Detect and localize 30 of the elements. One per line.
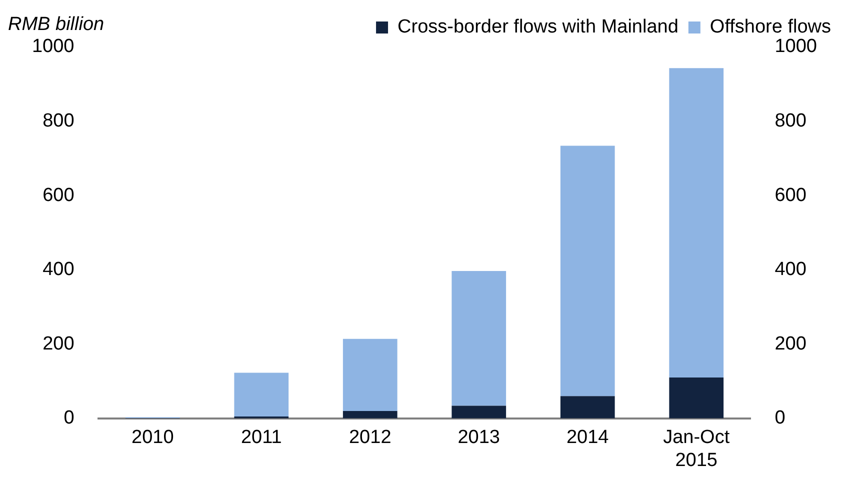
- bar: [560, 146, 615, 396]
- bar: [234, 372, 289, 417]
- x-tick-label: 2010: [132, 427, 174, 448]
- y-tick-label: 1000: [32, 36, 74, 58]
- x-tick-label: 2011: [240, 427, 282, 448]
- bar: [560, 396, 615, 418]
- x-tick-label: 2013: [458, 427, 500, 448]
- y2-tick-label: 800: [774, 110, 806, 132]
- y-axis-title: RMB billion: [8, 14, 104, 36]
- y2-tick-label: 200: [774, 333, 806, 354]
- legend-label: Offshore flows: [710, 16, 832, 38]
- y2-tick-label: 600: [774, 184, 806, 206]
- y-tick-label: 0: [64, 408, 74, 429]
- bar: [342, 338, 398, 411]
- y2-tick-label: 0: [774, 408, 786, 429]
- bar: [342, 410, 398, 418]
- y-tick-label: 800: [42, 110, 74, 132]
- y-tick-label: 200: [42, 333, 74, 354]
- x-tick-label: 2012: [348, 427, 392, 448]
- legend-label: Cross-border flows with Mainland: [398, 16, 678, 38]
- y2-tick-label: 1000: [774, 36, 818, 58]
- x-tick-label: 2014: [566, 427, 610, 448]
- bar: [669, 68, 724, 378]
- bar: [669, 378, 724, 418]
- bar: [452, 406, 506, 418]
- y-tick-label: 400: [42, 259, 74, 280]
- x-tick-label: Jan-Oct 2015: [663, 427, 730, 471]
- bar: [452, 270, 506, 406]
- y-tick-label: 600: [42, 184, 74, 206]
- y2-tick-label: 400: [774, 259, 806, 280]
